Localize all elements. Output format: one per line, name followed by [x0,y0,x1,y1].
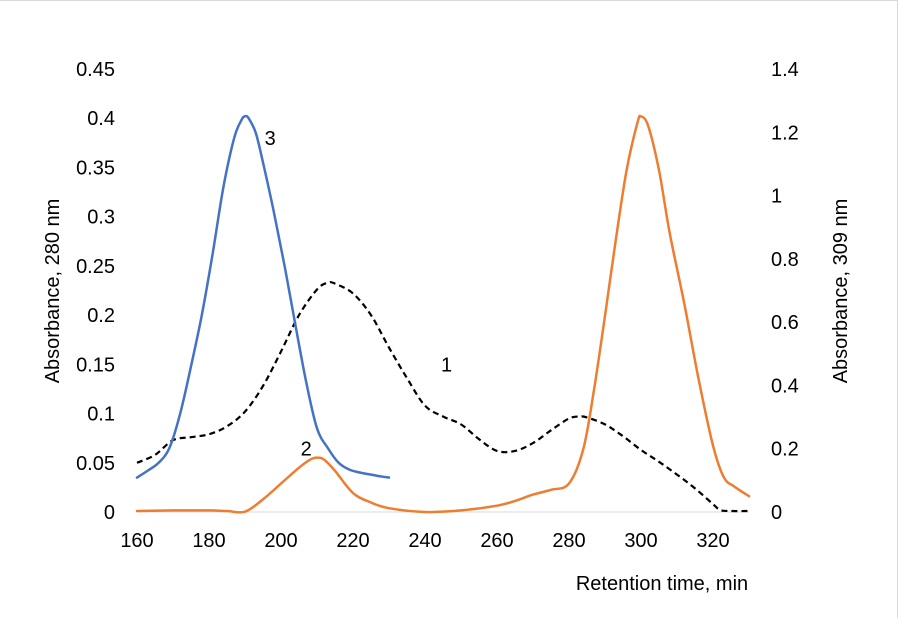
y-right-tick-label: 0 [771,502,782,524]
y-axis-left-title: Absorbance, 280 nm [42,199,64,384]
labels: 1 2 3 [265,128,453,461]
y-left-tick-label: 0.4 [87,108,115,130]
y-right-tick-label: 0.6 [771,312,799,334]
y-left-tick-label: 0.45 [76,59,115,81]
x-tick-label: 200 [264,530,297,552]
y-right-tick-label: 1.2 [771,122,799,144]
x-axis-title: Retention time, min [576,573,748,595]
y-left-tick-label: 0.1 [87,404,115,426]
series-1-line [136,280,750,513]
y-left-tick-label: 0 [104,502,115,524]
x-tick-label: 240 [408,530,441,552]
y-right-tick-label: 0.4 [771,375,799,397]
y-left-tick-label: 0.3 [87,207,115,229]
x-tick-label: 260 [480,530,513,552]
y-right-tick-label: 0.8 [771,249,799,271]
series-2-label: 2 [301,439,312,461]
series-3-label: 3 [265,128,276,150]
y-left-tick-label: 0.25 [76,256,115,278]
series-1-label: 1 [441,354,452,376]
axes: 160 180 200 220 240 260 280 300 32000.050.10.150… [76,59,799,552]
x-tick-label: 320 [696,530,729,552]
x-tick-label: 180 [192,530,225,552]
x-tick-label: 220 [336,530,369,552]
plot-lines [135,114,751,514]
series-2-line [135,114,751,514]
x-tick-label: 280 [552,530,585,552]
y-left-tick-label: 0.05 [76,453,115,475]
series-3-line [135,114,391,479]
y-left-tick-label: 0.35 [76,157,115,179]
y-right-tick-label: 1.4 [771,59,799,81]
y-right-tick-label: 1 [771,186,782,208]
y-left-tick-label: 0.2 [87,305,115,327]
y-right-tick-label: 0.2 [771,439,799,461]
x-tick-label: 300 [624,530,657,552]
x-tick-label: 160 [120,530,153,552]
y-axis-right-title: Absorbance, 309 nm [830,199,852,384]
y-left-tick-label: 0.15 [76,354,115,376]
